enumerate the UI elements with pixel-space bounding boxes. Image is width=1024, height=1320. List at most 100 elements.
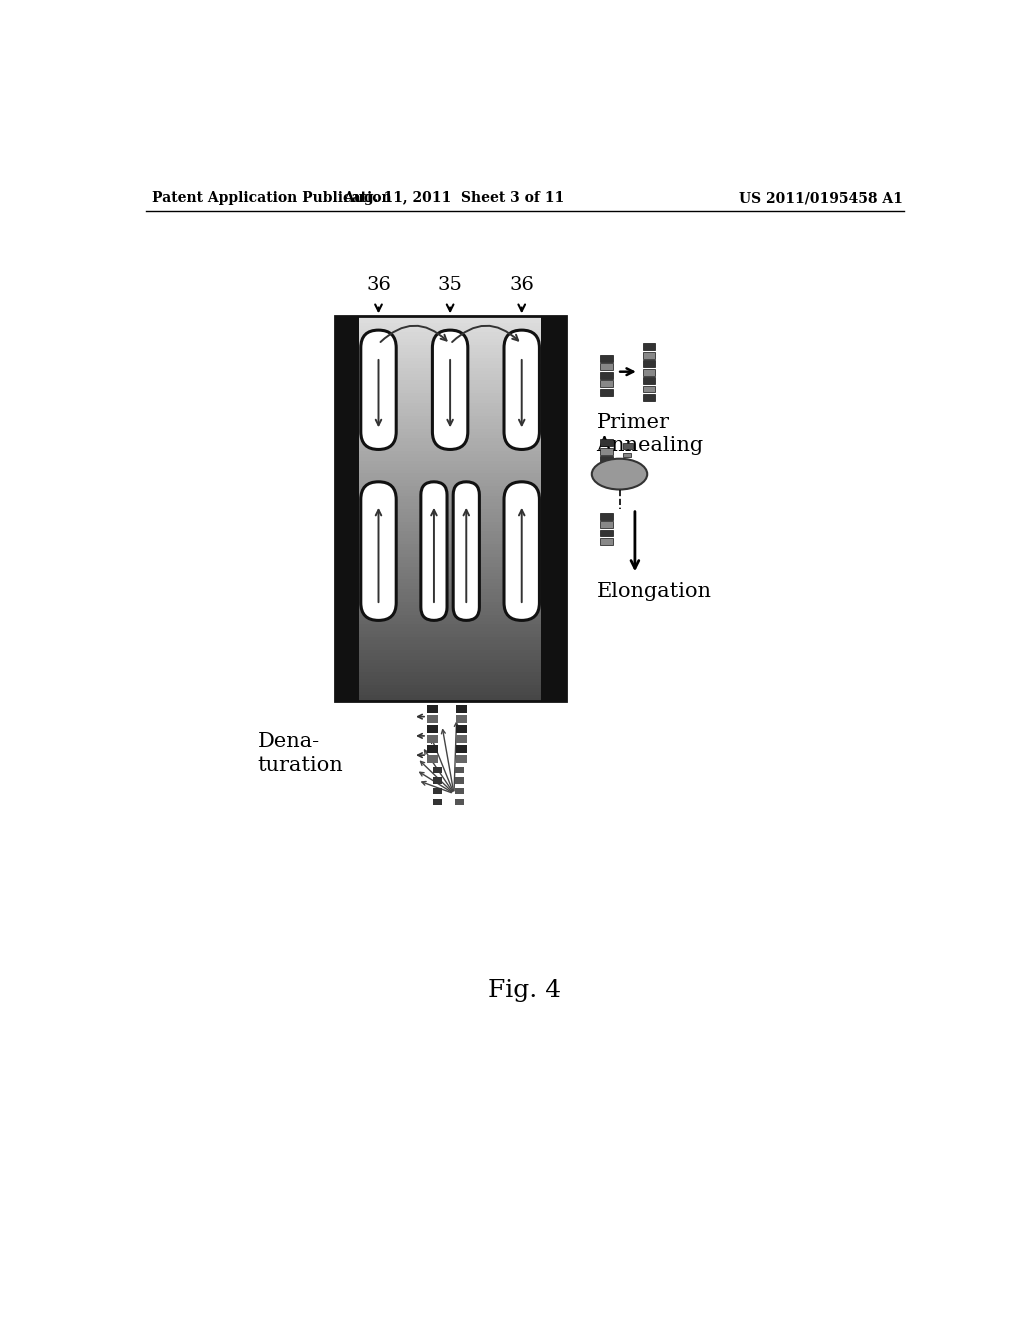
Bar (359, 570, 541, 573)
Bar (359, 564, 541, 566)
Bar (359, 329, 541, 333)
Bar (600, 363, 612, 370)
Bar (359, 618, 541, 622)
Bar (359, 380, 541, 384)
Bar (600, 521, 612, 528)
Bar (600, 447, 612, 455)
Bar (359, 615, 541, 618)
Bar (427, 744, 438, 752)
Bar (455, 799, 464, 805)
Bar (359, 463, 541, 467)
Bar (457, 715, 467, 723)
Bar (359, 682, 541, 685)
Bar (427, 725, 438, 733)
Bar (457, 755, 467, 763)
Bar (359, 422, 541, 426)
Bar (359, 653, 541, 657)
Text: 35: 35 (437, 276, 463, 294)
Bar (359, 672, 541, 676)
Ellipse shape (592, 459, 647, 490)
Bar (335, 317, 565, 701)
Bar (359, 663, 541, 667)
Bar (359, 436, 541, 438)
Bar (359, 333, 541, 335)
Bar (359, 389, 541, 393)
Bar (359, 339, 541, 342)
Bar (359, 483, 541, 487)
Bar (457, 744, 467, 752)
Bar (359, 624, 541, 628)
Bar (359, 692, 541, 696)
FancyBboxPatch shape (504, 330, 540, 449)
Bar (359, 586, 541, 589)
Bar (359, 407, 541, 409)
Bar (359, 593, 541, 595)
Bar (427, 715, 438, 723)
Bar (457, 725, 467, 733)
FancyBboxPatch shape (504, 482, 540, 620)
Bar (457, 705, 467, 713)
Bar (359, 438, 541, 442)
Bar (359, 685, 541, 689)
Bar (359, 458, 541, 461)
Bar (359, 467, 541, 471)
Bar (359, 528, 541, 532)
Bar (359, 447, 541, 451)
Bar (359, 512, 541, 516)
Bar (455, 777, 464, 784)
Bar (600, 457, 612, 463)
Bar (359, 418, 541, 422)
Bar (359, 409, 541, 413)
Bar (359, 396, 541, 400)
Bar (359, 595, 541, 599)
Bar (359, 384, 541, 387)
Bar (359, 322, 541, 326)
Bar (427, 735, 438, 743)
Bar (359, 345, 541, 348)
Bar (359, 669, 541, 673)
FancyBboxPatch shape (360, 482, 396, 620)
Bar (359, 649, 541, 653)
Bar (359, 640, 541, 644)
Bar (359, 432, 541, 436)
Bar (433, 777, 442, 784)
Bar (359, 631, 541, 635)
Bar (624, 444, 633, 449)
Bar (359, 537, 541, 541)
Bar (359, 374, 541, 378)
Bar (359, 589, 541, 593)
Bar (600, 440, 612, 446)
Bar (359, 521, 541, 525)
Bar (359, 506, 541, 510)
Bar (359, 326, 541, 330)
Bar (359, 367, 541, 371)
Text: Fig. 4: Fig. 4 (488, 978, 561, 1002)
Bar (359, 689, 541, 692)
Bar (359, 548, 541, 550)
Bar (359, 364, 541, 368)
Bar (643, 343, 655, 350)
Bar (359, 634, 541, 638)
Bar (600, 380, 612, 387)
Text: Dena-
turation: Dena- turation (258, 733, 343, 775)
Bar (359, 403, 541, 407)
Bar (359, 647, 541, 651)
Bar (359, 378, 541, 380)
Bar (600, 529, 612, 536)
Bar (433, 788, 442, 795)
Bar (359, 362, 541, 364)
Bar (359, 557, 541, 561)
Bar (359, 676, 541, 680)
Bar (359, 667, 541, 669)
Bar (427, 705, 438, 713)
FancyBboxPatch shape (360, 330, 396, 449)
Bar (600, 372, 612, 379)
Bar (359, 319, 541, 323)
Bar (600, 512, 612, 520)
Bar (359, 371, 541, 375)
Bar (359, 425, 541, 429)
Bar (455, 788, 464, 795)
Bar (643, 378, 655, 384)
Bar (359, 508, 541, 512)
Bar (433, 767, 442, 774)
